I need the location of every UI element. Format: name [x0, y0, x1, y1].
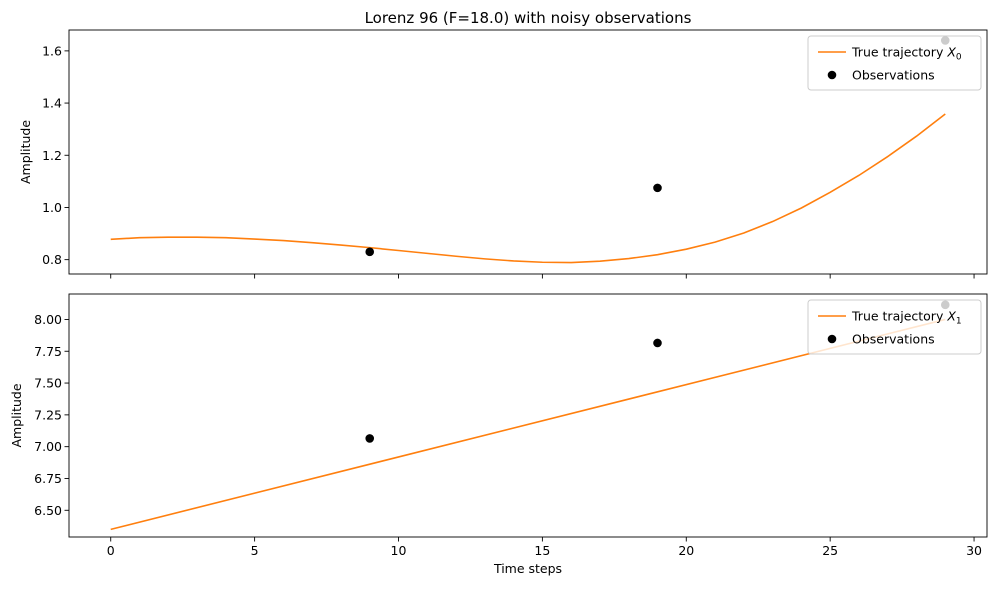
legend: True trajectory X0 Observations	[807, 35, 982, 91]
x-tick-label: 10	[391, 543, 407, 558]
y-tick-label: 8.00	[34, 312, 62, 327]
y-tick-label: 6.75	[34, 471, 62, 486]
x-tick-label: 15	[534, 543, 550, 558]
legend: True trajectory X1 Observations	[807, 299, 982, 355]
x-tick-label: 5	[251, 543, 259, 558]
legend-entry-text: True trajectory	[851, 309, 947, 324]
legend-entry-label: Observations	[852, 68, 935, 83]
y-tick-label: 1.2	[42, 148, 62, 163]
y-tick-label: 1.0	[42, 200, 62, 215]
observation-point	[365, 247, 375, 257]
observation-point	[365, 434, 375, 443]
x-tick-label: 0	[107, 543, 115, 558]
legend-box	[807, 299, 982, 355]
legend-entry-math: X	[946, 45, 956, 60]
y-tick-label: 7.50	[34, 376, 62, 391]
x-tick-label: 30	[966, 543, 982, 558]
legend-marker-swatch	[827, 70, 837, 80]
legend-entry-math: X	[946, 309, 956, 324]
legend-entry-text: True trajectory	[851, 45, 947, 60]
series-line-x1	[110, 318, 946, 531]
y-axis-label: Amplitude	[9, 383, 24, 447]
axes-frame	[68, 293, 988, 538]
observation-point	[653, 183, 662, 193]
axes-frame	[68, 29, 988, 275]
legend-box	[807, 35, 982, 91]
x-tick-label: 20	[678, 543, 694, 558]
y-tick-label: 7.00	[34, 439, 62, 454]
y-tick-label: 1.6	[42, 43, 62, 58]
legend-entry-label: Observations	[852, 332, 935, 347]
legend-entry-subscript: 1	[956, 317, 962, 327]
series-line-x0	[110, 113, 946, 264]
y-tick-label: 7.25	[34, 407, 62, 422]
y-tick-label: 0.8	[42, 252, 62, 267]
legend-entry-subscript: 0	[956, 53, 962, 63]
legend-entry-label: True trajectory X1	[851, 309, 962, 327]
legend-entry-label: True trajectory X0	[851, 45, 962, 63]
y-tick-label: 7.75	[34, 344, 62, 359]
subplot-1: 0 5 10 15 20 25 30 6.50 6.75 7.00 7.25 7.50 7.75 8.00…	[9, 293, 988, 576]
legend-marker-swatch	[827, 334, 837, 344]
chart-title: Lorenz 96 (F=18.0) with noisy observatio…	[365, 9, 692, 27]
y-tick-label: 1.4	[42, 96, 62, 111]
subplot-0: 0.8 1.0 1.2 1.4 1.6 Lorenz 96 (F=18.0) with n…	[18, 9, 988, 279]
x-axis-label: Time steps	[493, 561, 562, 576]
x-tick-label: 25	[822, 543, 838, 558]
y-tick-label: 6.50	[34, 503, 62, 518]
y-axis-label: Amplitude	[18, 120, 33, 184]
observation-point	[653, 338, 662, 348]
